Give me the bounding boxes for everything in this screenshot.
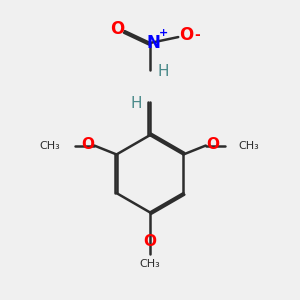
Text: CH₃: CH₃: [39, 140, 60, 151]
Text: CH₃: CH₃: [140, 260, 160, 269]
Text: H: H: [131, 96, 142, 111]
Text: H: H: [158, 64, 169, 79]
Text: O: O: [81, 136, 94, 152]
Text: O: O: [179, 26, 194, 44]
Text: -: -: [195, 28, 200, 42]
Text: O: O: [143, 234, 157, 249]
Text: CH₃: CH₃: [238, 140, 259, 151]
Text: O: O: [206, 136, 219, 152]
Text: O: O: [110, 20, 124, 38]
Text: N: N: [147, 34, 160, 52]
Text: +: +: [159, 28, 168, 38]
